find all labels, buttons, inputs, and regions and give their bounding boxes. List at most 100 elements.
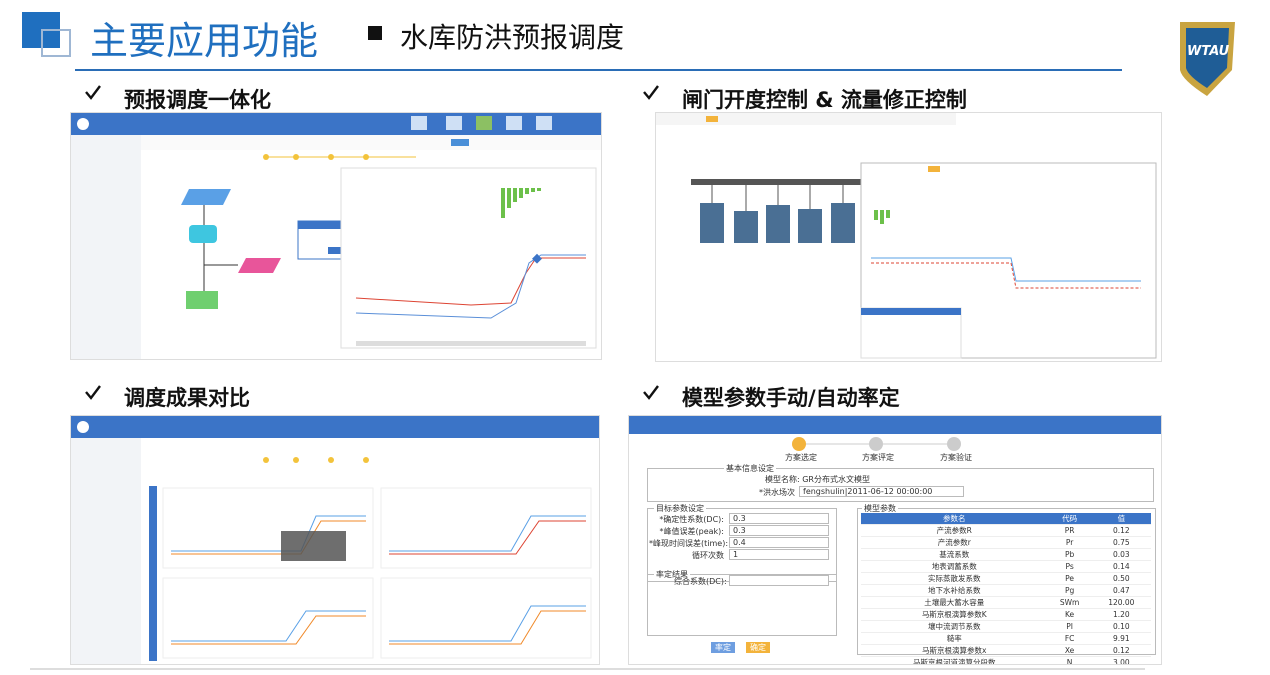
table-row: 土壤最大蓄水容量 SWm 120.00	[861, 596, 1151, 609]
target-label: *峰值误差(peak):	[659, 527, 724, 536]
table-cell: PI	[1047, 620, 1092, 633]
ui-shape	[71, 416, 599, 438]
ui-shape	[389, 605, 586, 642]
ui-shape	[389, 610, 586, 645]
confirm-button[interactable]: 确定	[746, 642, 770, 653]
ui-shape	[293, 457, 299, 463]
table-row: 马斯京根河道演算分段数 N 3.00	[861, 656, 1151, 664]
fieldset-legend: 目标参数设定	[654, 503, 706, 514]
params-table-wrap: 参数名 代码值产流参数R PR 0.12 产流参数r Pr 0.75 基流系数 Pb 0.03 地表…	[861, 513, 1151, 664]
ui-shape	[871, 257, 1141, 282]
ui-shape	[880, 210, 884, 224]
ui-shape	[519, 188, 523, 198]
table-cell: 地表调蓄系数	[861, 560, 1048, 573]
ui-shape	[389, 520, 586, 555]
table-cell: 壤中流调节系数	[861, 620, 1048, 633]
screenshot-gates	[655, 112, 1162, 362]
title: 主要应用功能	[90, 19, 319, 63]
table-cell: 0.12	[1091, 524, 1151, 537]
ui-shape	[85, 385, 101, 400]
table-cell: Pe	[1047, 572, 1092, 585]
ui-shape	[281, 531, 346, 561]
ui-shape	[531, 188, 535, 192]
ui-shape	[869, 437, 883, 451]
ui-shape	[189, 225, 217, 243]
calibrate-button[interactable]: 率定	[711, 642, 735, 653]
ui-shape	[874, 210, 878, 220]
ui-shape	[162, 487, 592, 659]
ui-shape	[506, 116, 522, 130]
ui-shape	[363, 457, 369, 463]
ui-shape	[700, 203, 724, 243]
ui-shape	[532, 253, 542, 264]
ui-shape	[41, 29, 71, 57]
table-row: 基流系数 Pb 0.03	[861, 548, 1151, 561]
ui-shape	[149, 486, 157, 576]
ui-shape	[380, 577, 592, 659]
table-cell: 马斯京根演算参数K	[861, 608, 1048, 621]
ui-shape	[171, 615, 366, 645]
table-cell: 0.47	[1091, 584, 1151, 597]
ui-shape	[77, 118, 89, 130]
target-input[interactable]: 0.3	[729, 513, 829, 524]
target-label: *确定性系数(DC):	[659, 515, 724, 524]
screenshot-calibration: 方案选定 方案评定 方案验证 基本信息设定 模型名称: GR分布式水文模型 *洪…	[628, 415, 1162, 665]
table-header-cell: 值	[1091, 513, 1151, 525]
basic-fieldset	[647, 468, 1154, 502]
ui-shape	[181, 189, 231, 205]
step-label: 方案验证	[940, 453, 972, 462]
table-cell: N	[1047, 656, 1092, 664]
ui-shape	[691, 179, 861, 185]
ui-shape	[238, 258, 281, 273]
ui-shape	[886, 210, 890, 218]
table-cell: 马斯京根河道演算分段数	[861, 656, 1048, 664]
panel-heading: 模型参数手动/自动率定	[682, 386, 900, 410]
table-row: 地下水补给系数 Pg 0.47	[861, 584, 1151, 597]
ui-shape	[85, 85, 659, 400]
model-name: 模型名称: GR分布式水文模型	[765, 475, 870, 484]
ui-shape	[476, 116, 492, 130]
ui-shape	[501, 188, 541, 218]
ui-shape	[507, 188, 511, 208]
panel-heading: 预报调度一体化	[124, 88, 271, 112]
table-header-cell: 参数名	[861, 513, 1048, 525]
table-cell: 0.14	[1091, 560, 1151, 573]
target-input[interactable]: 1	[729, 549, 829, 560]
result-fieldset	[647, 574, 837, 636]
table-cell: FC	[1047, 632, 1092, 645]
ui-shape	[947, 437, 961, 451]
table-cell: 1.20	[1091, 608, 1151, 621]
table-cell: PR	[1047, 524, 1092, 537]
subtitle: 水库防洪预报调度	[400, 21, 625, 54]
flood-label: *洪水场次	[759, 488, 795, 497]
logo-text: WTAU	[1187, 44, 1230, 59]
table-cell: 3.00	[1091, 656, 1151, 664]
target-input[interactable]: 0.4	[729, 537, 829, 548]
ui-shape	[1186, 28, 1229, 88]
ui-shape	[643, 385, 659, 400]
ui-shape	[766, 205, 790, 243]
table-cell: 0.12	[1091, 644, 1151, 657]
ui-shape	[71, 113, 601, 135]
table-cell: 产流参数r	[861, 536, 1048, 549]
result-input[interactable]	[729, 575, 829, 586]
ui-shape	[536, 116, 552, 130]
flood-select[interactable]: fengshulin|2011-06-12 00:00:00	[799, 486, 964, 497]
table-header-row: 参数名 代码值	[861, 513, 1151, 525]
step-label: 方案评定	[862, 453, 894, 462]
params-table: 参数名 代码值产流参数R PR 0.12 产流参数r Pr 0.75 基流系数 Pb 0.03 地表…	[861, 513, 1151, 664]
target-label: 循环次数	[692, 551, 724, 560]
ui-shape	[798, 209, 822, 243]
table-row: 实际蒸散发系数 Pe 0.50	[861, 572, 1151, 585]
target-input[interactable]: 0.3	[729, 525, 829, 536]
table-cell: 0.50	[1091, 572, 1151, 585]
ui-shape	[656, 113, 956, 125]
ui-shape	[389, 515, 586, 552]
ui-shape	[513, 188, 517, 202]
panel-heading: 闸门开度控制 & 流量修正控制	[682, 88, 967, 112]
table-row: 壤中流调节系数 PI 0.10	[861, 620, 1151, 633]
fieldset-legend: 率定结果	[654, 569, 690, 580]
fieldset-legend: 模型参数	[862, 503, 898, 514]
